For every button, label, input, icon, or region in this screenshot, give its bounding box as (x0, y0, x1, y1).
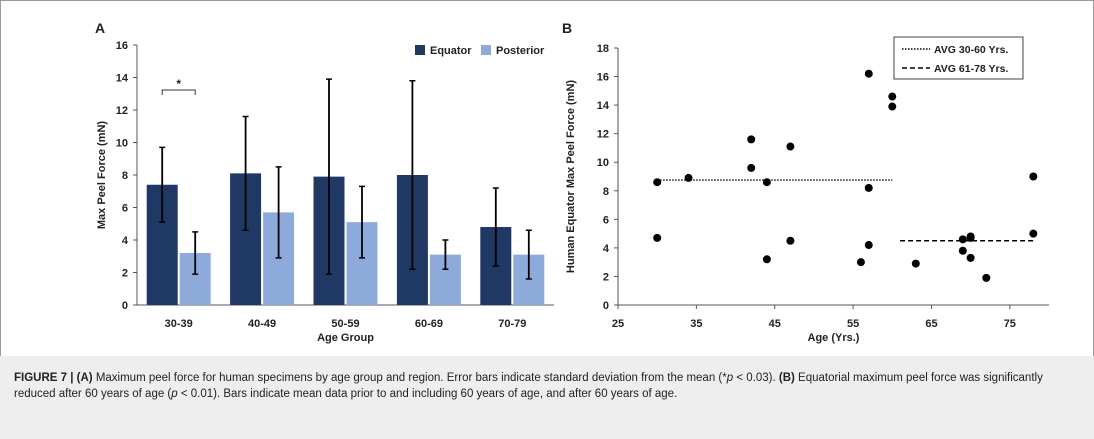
panel-b-x-tick-label: 35 (690, 318, 702, 330)
panel-b-x-tick-label: 45 (769, 318, 781, 330)
panel-b-data-point (911, 259, 920, 268)
panel-a-legend-label: Equator (430, 45, 472, 57)
panel-a-legend-swatch (481, 45, 491, 55)
panel-a-y-tick-label: 4 (122, 235, 129, 247)
panel-b-data-point (653, 233, 662, 242)
panel-a-y-tick-label: 10 (116, 138, 128, 150)
panel-b-data-point (856, 258, 865, 267)
panel-b-data-point (958, 246, 967, 255)
panel-b-x-tick-label: 65 (925, 318, 937, 330)
panel-b-y-tick-label: 4 (603, 243, 610, 255)
caption-b-text-1: Equatorial maximum peel force was signif… (14, 372, 1043, 400)
panel-b-y-tick-label: 16 (597, 72, 609, 84)
caption-figure-label: FIGURE 7 | (14, 372, 74, 384)
panel-a-x-tick-label: 40-49 (248, 318, 276, 330)
panel-b-data-point (864, 69, 873, 78)
panel-b-x-axis-title: Age (Yrs.) (808, 332, 860, 344)
panel-a-legend-label: Posterior (496, 45, 545, 57)
panel-b-data-point (888, 102, 897, 111)
panel-b-data-point (786, 142, 795, 151)
panel-b-data-point (786, 236, 795, 245)
caption-b-label: (B) (778, 372, 795, 384)
panel-a-x-tick-label: 60-69 (415, 318, 443, 330)
panel-b-data-point (864, 241, 873, 250)
panel-a-y-tick-label: 6 (122, 203, 128, 215)
panel-b-legend-box (893, 36, 1024, 80)
panel-b-data-point (684, 173, 693, 182)
panel-b-legend-label: AVG 30-60 Yrs. (934, 44, 1008, 56)
caption-p-symbol-1: p (726, 372, 734, 384)
panel-b-y-tick-label: 6 (603, 214, 609, 226)
panel-b-legend-label: AVG 61-78 Yrs. (934, 63, 1008, 75)
panel-b-data-point (966, 233, 975, 242)
panel-a-x-axis-title: Age Group (317, 332, 374, 344)
figure-caption: FIGURE 7 | (A) Maximum peel force for hu… (14, 370, 1080, 402)
panel-b-data-point (864, 183, 873, 192)
panel-b-y-tick-label: 18 (597, 43, 609, 55)
panel-a-bar-chart: A 0 2 4 6 8 10 12 14 16 30-39 40-49 50-59 60-69 70-79 *… (95, 20, 554, 344)
caption-background (0, 356, 1094, 439)
panel-a-y-tick-label: 0 (122, 300, 128, 312)
panel-a-x-tick-label: 70-79 (498, 318, 526, 330)
figure-canvas: A 0 2 4 6 8 10 12 14 16 30-39 40-49 50-59 60-69 70-79 *… (95, 20, 1049, 344)
caption-p-symbol-2: p (171, 388, 178, 400)
panel-b-y-tick-label: 2 (603, 271, 609, 283)
panel-a-y-tick-label: 14 (116, 73, 129, 85)
panel-b-y-tick-label: 10 (597, 157, 609, 169)
panel-b-data-point (1029, 229, 1038, 238)
panel-b-data-point (762, 178, 771, 187)
panel-a-significance-star: * (176, 77, 181, 91)
panel-b-y-tick-label: 14 (597, 100, 610, 112)
panel-a-x-tick-label: 50-59 (331, 318, 359, 330)
caption-a-text-2: < 0.03). (733, 372, 779, 384)
panel-b-x-tick-label: 55 (847, 318, 859, 330)
panel-a-y-tick-label: 12 (116, 105, 128, 117)
panel-b-x-tick-label: 25 (612, 318, 624, 330)
panel-b-data-point (982, 273, 991, 282)
panel-b-label: B (562, 20, 572, 36)
panel-b-data-point (888, 92, 897, 101)
panel-a-y-axis-title: Max Peel Force (mN) (96, 121, 108, 230)
panel-b-x-tick-label: 75 (1004, 318, 1016, 330)
panel-b-data-point (762, 255, 771, 264)
panel-a-label: A (95, 20, 105, 36)
panel-b-data-point (1029, 172, 1038, 181)
caption-a-text-1: Maximum peel force for human specimens b… (92, 372, 727, 384)
panel-b-data-point (958, 235, 967, 244)
panel-a-x-tick-label: 30-39 (165, 318, 193, 330)
panel-b-y-axis-title: Human Equator Max Peel Force (mN) (565, 80, 577, 273)
caption-a-label: (A) (76, 372, 93, 384)
panel-b-scatter-chart: B 0 2 4 6 8 10 12 14 16 18 25 35 45 55 65 75 AVG 30-60 Yr… (562, 20, 1049, 344)
panel-b-y-tick-label: 0 (603, 300, 609, 312)
panel-a-legend-swatch (415, 45, 425, 55)
panel-b-data-point (966, 253, 975, 262)
panel-b-data-point (653, 178, 662, 187)
caption-b-text-2: < 0.01). Bars indicate mean data prior t… (177, 388, 678, 400)
panel-b-data-point (747, 135, 756, 144)
panel-b-y-tick-label: 12 (597, 129, 609, 141)
panel-a-y-tick-label: 8 (122, 170, 128, 182)
panel-a-significance-bracket (161, 89, 196, 95)
panel-b-data-point (747, 163, 756, 172)
panel-b-y-tick-label: 8 (603, 186, 609, 198)
panel-a-y-tick-label: 2 (122, 268, 128, 280)
panel-a-y-tick-label: 16 (116, 40, 128, 52)
